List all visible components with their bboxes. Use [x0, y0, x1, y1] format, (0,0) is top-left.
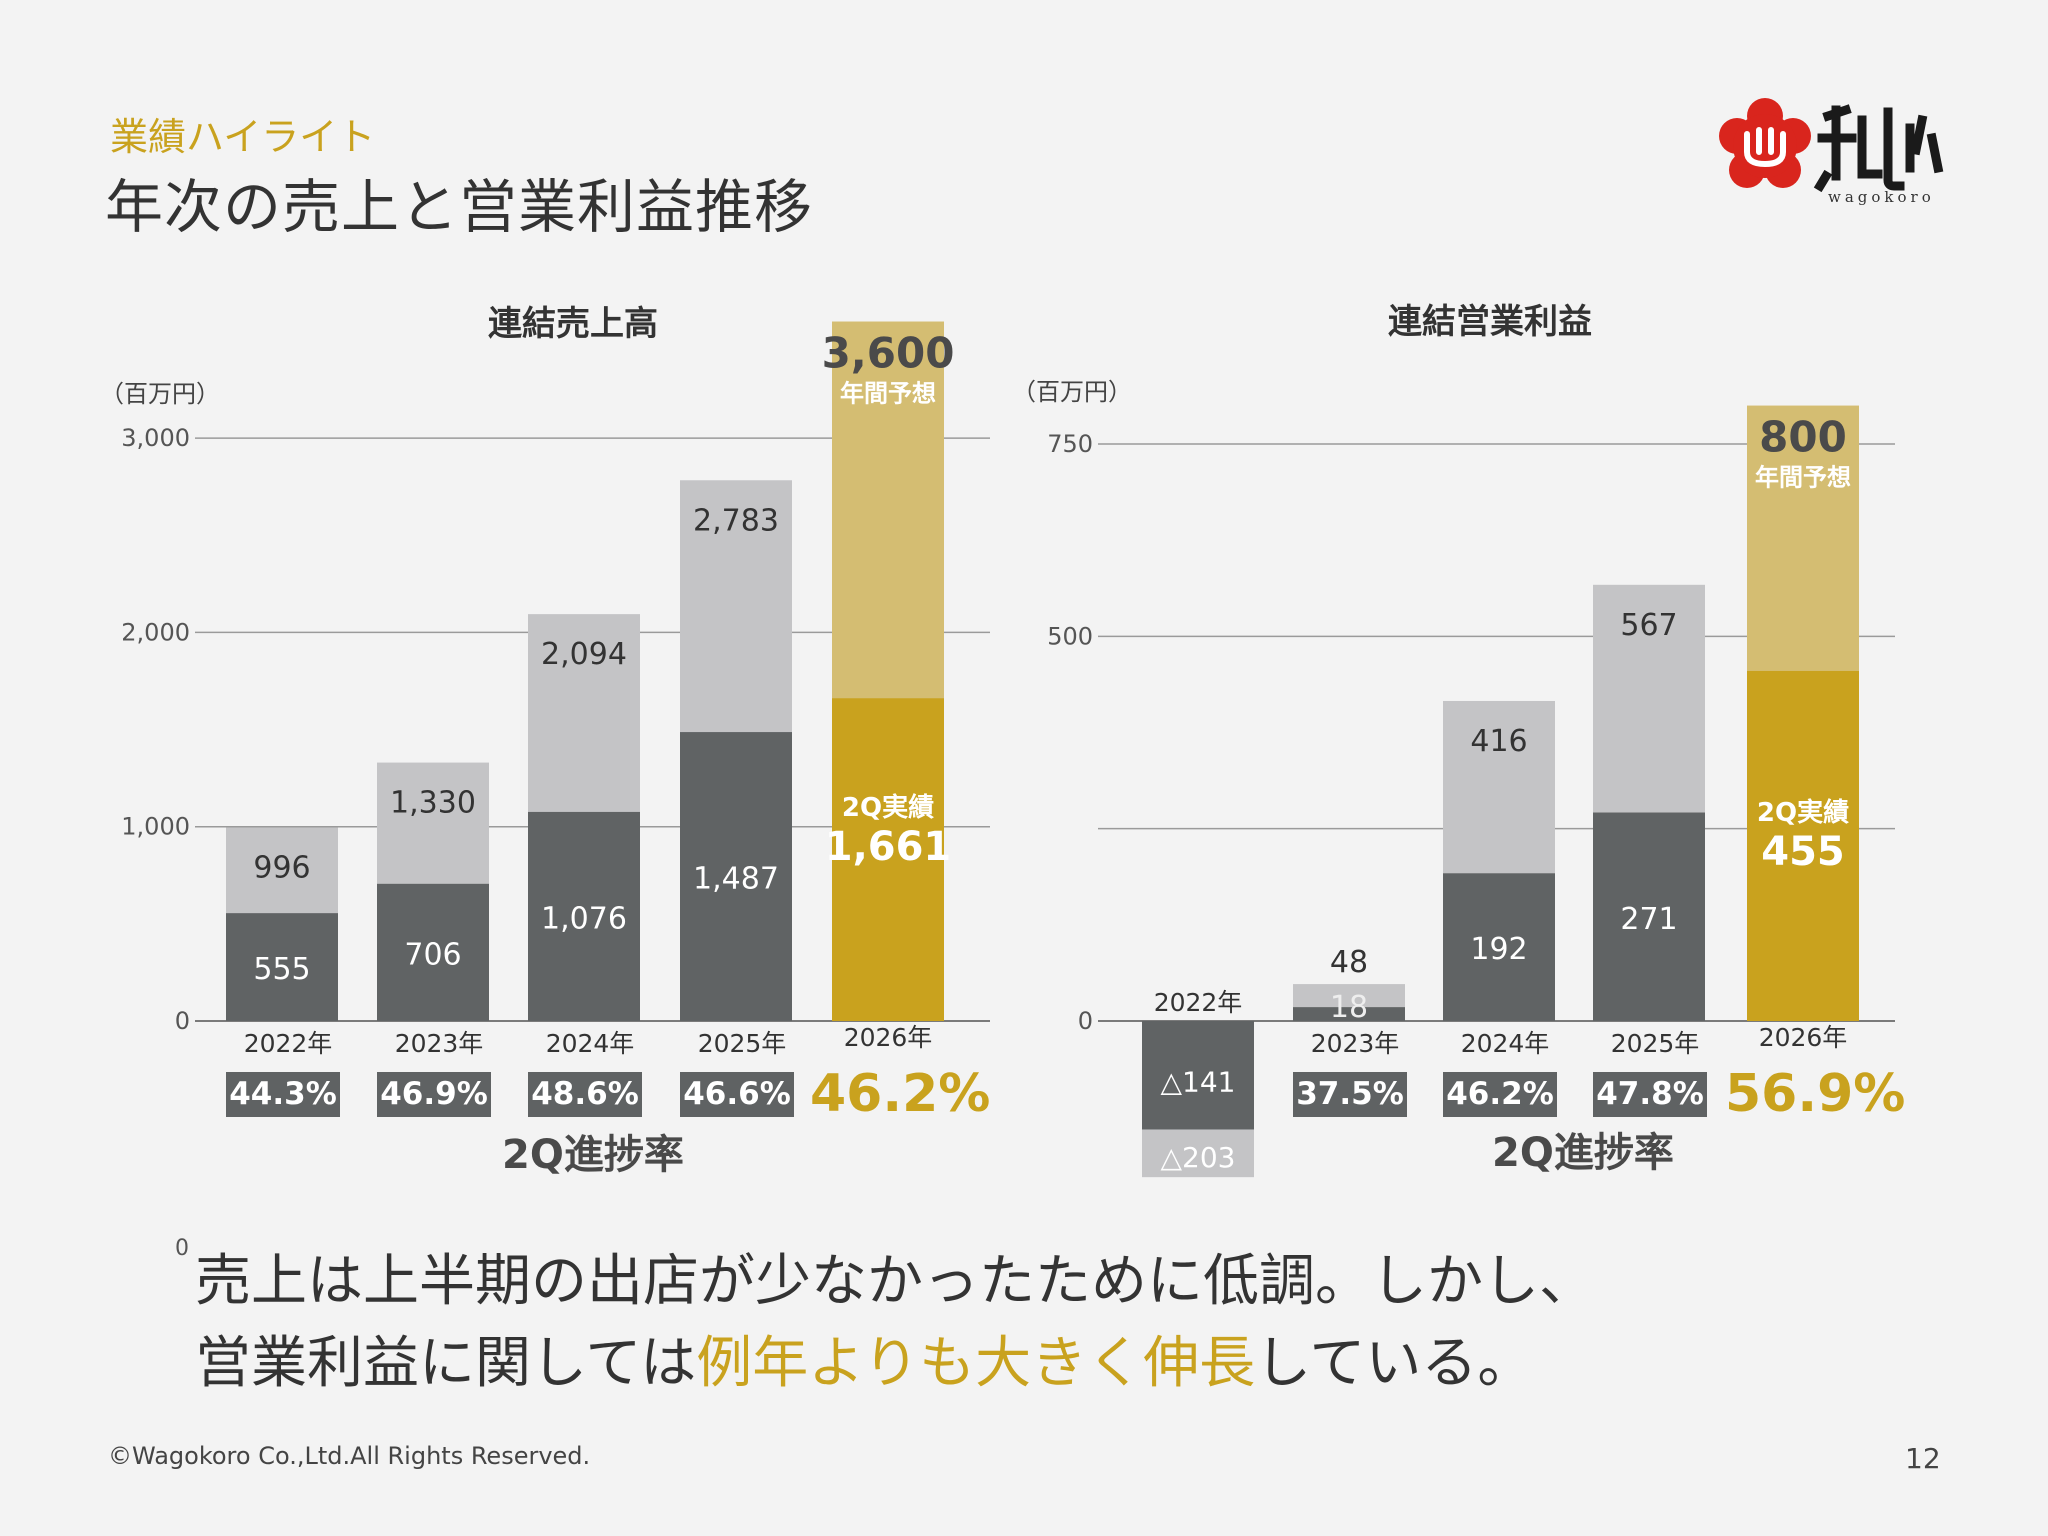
copyright-footer: ©Wagokoro Co.,Ltd.All Rights Reserved. [108, 1442, 591, 1470]
profit-category-label: 2024年 [1461, 1029, 1550, 1058]
page-number: 12 [1905, 1442, 1941, 1475]
sales-y-tick-label: 1,000 [121, 813, 190, 841]
sales-y-tick-label: 2,000 [121, 618, 190, 646]
sales-category-label: 2023年 [395, 1029, 484, 1058]
sales-category-label: 2025年 [698, 1029, 787, 1058]
profit-category-label: 2026年 [1759, 1023, 1848, 1052]
profit-forecast-label: 年間予想 [1755, 464, 1851, 492]
profit-progress-rate-highlight: 56.9% [1725, 1064, 1906, 1124]
profit-progress-rate-badge: 47.8% [1593, 1072, 1707, 1117]
profit-chart-title: 連結営業利益 [1388, 302, 1592, 342]
profit-actual-value: △141 [1161, 1065, 1236, 1098]
sales-progress-rate-badge: 46.9% [377, 1072, 491, 1117]
profit-actual-label: 2Q実績 [1757, 797, 1849, 828]
sales-total-value: 1,330 [390, 786, 476, 821]
sales-forecast-value: 3,600 [822, 329, 955, 378]
sales-bar-actual [832, 698, 944, 1021]
sales-total-value: 2,783 [693, 503, 779, 538]
profit-category-label: 2023年 [1311, 1029, 1400, 1058]
sales-category-label: 2026年 [844, 1023, 933, 1052]
profit-actual-value: 455 [1761, 829, 1845, 875]
message-line-2-pre: 営業利益に関しては [195, 1331, 697, 1396]
sales-progress-rate-badge: 46.6% [680, 1072, 794, 1117]
message-line-1: 売上は上半期の出店が少なかったために低調。しかし、 [195, 1249, 1595, 1314]
profit-y-tick-label: 500 [1047, 622, 1093, 650]
sales-total-value: 2,094 [541, 637, 627, 672]
sales-actual-value: 1,661 [825, 824, 952, 870]
sales-progress-rate-highlight: 46.2% [810, 1064, 991, 1124]
profit-total-value: 567 [1620, 608, 1677, 643]
profit-forecast-value: 800 [1759, 413, 1847, 462]
wagokoro-logo-mark: wagokoro [1719, 98, 1944, 206]
profit-chart: 0 500 750 △141 △203 2022年 48 18 2023年 416 192 2024年… [1047, 405, 1895, 1178]
sales-actual-value: 1,076 [541, 901, 627, 936]
profit-y-tick-label: 750 [1047, 430, 1093, 458]
message-line-2: 営業利益に関しては例年よりも大きく伸長している。 [195, 1318, 1533, 1399]
profit-progress-rate-badge: 37.5% [1293, 1072, 1407, 1117]
sales-actual-value: 1,487 [693, 862, 779, 897]
sales-bar-actual [680, 732, 792, 1021]
svg-text:wagokoro: wagokoro [1828, 188, 1935, 206]
profit-bar-actual [1142, 1021, 1254, 1130]
profit-actual-value: 18 [1330, 990, 1368, 1025]
sales-category-label: 2024年 [546, 1029, 635, 1058]
profit-actual-value: 192 [1470, 932, 1527, 967]
sales-actual-value: 706 [404, 937, 461, 972]
profit-unit-label: （百万円） [1012, 378, 1132, 406]
sales-bar-actual [528, 811, 640, 1021]
sales-category-label: 2022年 [244, 1029, 333, 1058]
profit-bar-actual [1293, 1007, 1405, 1021]
page-title: 年次の売上と営業利益推移 [105, 173, 814, 241]
profit-bar-actual [1593, 812, 1705, 1021]
profit-progress-rate-badge: 46.2% [1443, 1072, 1557, 1117]
sales-bar-actual [377, 883, 489, 1021]
profit-total-value: 416 [1470, 724, 1527, 759]
profit-bar-actual [1747, 670, 1859, 1021]
sales-forecast-label: 年間予想 [840, 380, 936, 408]
sales-y-tick-label: 0 [175, 1007, 190, 1035]
wagokoro-logo: wagokoro [1710, 98, 1960, 208]
sales-progress-rate-badge: 44.3% [226, 1072, 340, 1117]
profit-category-label: 2022年 [1154, 988, 1243, 1017]
profit-actual-value: 271 [1620, 902, 1677, 937]
sales-unit-label: （百万円） [100, 380, 220, 408]
stray-zero-label: 0 [175, 1236, 189, 1261]
profit-total-value: 48 [1330, 945, 1368, 980]
section-subtitle: 業績ハイライト [110, 115, 376, 159]
profit-progress-label: 2Q進捗率 [1492, 1130, 1674, 1176]
profit-total-value: △203 [1161, 1141, 1236, 1174]
sales-total-value: 996 [253, 850, 310, 885]
sales-progress-label: 2Q進捗率 [502, 1132, 684, 1178]
profit-bar-actual [1443, 873, 1555, 1021]
message-highlight: 例年よりも大きく伸長 [696, 1331, 1256, 1396]
sales-y-tick-label: 3,000 [121, 424, 190, 452]
sales-chart-title: 連結売上高 [488, 304, 658, 344]
sales-progress-rate-badge: 48.6% [528, 1072, 642, 1117]
sales-chart: 0 1,000 2,000 3,000 996 555 2022年 1,330 706 2023年… [121, 321, 990, 1058]
profit-category-label: 2025年 [1611, 1029, 1700, 1058]
sales-actual-label: 2Q実績 [842, 792, 934, 823]
sales-actual-value: 555 [253, 952, 310, 987]
profit-y-tick-label: 0 [1078, 1007, 1093, 1035]
sales-bar-actual [226, 913, 338, 1021]
message-line-2-post: している。 [1255, 1331, 1534, 1396]
